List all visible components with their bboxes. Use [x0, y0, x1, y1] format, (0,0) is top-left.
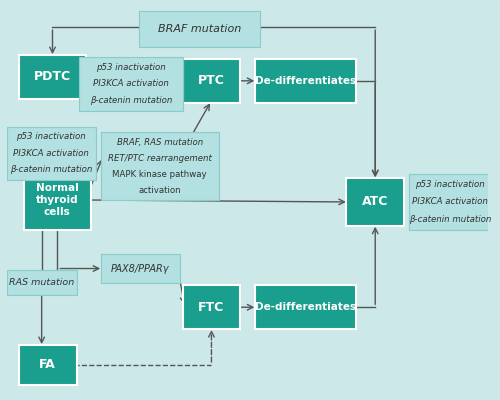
- Text: BRAF mutation: BRAF mutation: [158, 24, 241, 34]
- Text: p53 inactivation: p53 inactivation: [16, 132, 86, 141]
- FancyBboxPatch shape: [182, 59, 240, 103]
- FancyBboxPatch shape: [19, 345, 76, 385]
- Text: RAS mutation: RAS mutation: [9, 278, 74, 287]
- FancyBboxPatch shape: [100, 132, 218, 200]
- Text: p53 inactivation: p53 inactivation: [96, 63, 166, 72]
- FancyBboxPatch shape: [255, 59, 356, 103]
- Text: RET/PTC rearrangement: RET/PTC rearrangement: [108, 154, 212, 163]
- Text: FA: FA: [40, 358, 56, 371]
- Text: β-catenin mutation: β-catenin mutation: [10, 165, 92, 174]
- Text: FTC: FTC: [198, 301, 224, 314]
- Text: β-catenin mutation: β-catenin mutation: [90, 96, 172, 105]
- FancyBboxPatch shape: [100, 254, 180, 284]
- FancyBboxPatch shape: [6, 270, 76, 295]
- FancyBboxPatch shape: [346, 178, 404, 226]
- Text: PI3KCA activation: PI3KCA activation: [412, 198, 488, 206]
- FancyBboxPatch shape: [182, 286, 240, 329]
- FancyBboxPatch shape: [255, 286, 356, 329]
- FancyBboxPatch shape: [24, 170, 91, 230]
- FancyBboxPatch shape: [79, 57, 182, 111]
- Text: De-differentiates: De-differentiates: [255, 76, 356, 86]
- Text: PI3KCA activation: PI3KCA activation: [14, 149, 89, 158]
- Text: De-differentiates: De-differentiates: [255, 302, 356, 312]
- Text: ATC: ATC: [362, 196, 388, 208]
- Text: MAPK kinase pathway: MAPK kinase pathway: [112, 170, 207, 179]
- FancyBboxPatch shape: [19, 55, 86, 99]
- Text: β-catenin mutation: β-catenin mutation: [408, 215, 491, 224]
- Text: p53 inactivation: p53 inactivation: [415, 180, 485, 189]
- FancyBboxPatch shape: [139, 11, 260, 47]
- FancyBboxPatch shape: [409, 174, 491, 230]
- Text: PDTC: PDTC: [34, 70, 71, 83]
- Text: activation: activation: [138, 186, 181, 194]
- Text: PAX8/PPARγ: PAX8/PPARγ: [111, 264, 170, 274]
- Text: PI3KCA activation: PI3KCA activation: [93, 79, 168, 88]
- Text: Normal
thyroid
cells: Normal thyroid cells: [36, 182, 78, 217]
- Text: PTC: PTC: [198, 74, 225, 87]
- Text: BRAF, RAS mutation: BRAF, RAS mutation: [116, 138, 203, 147]
- FancyBboxPatch shape: [6, 126, 96, 180]
